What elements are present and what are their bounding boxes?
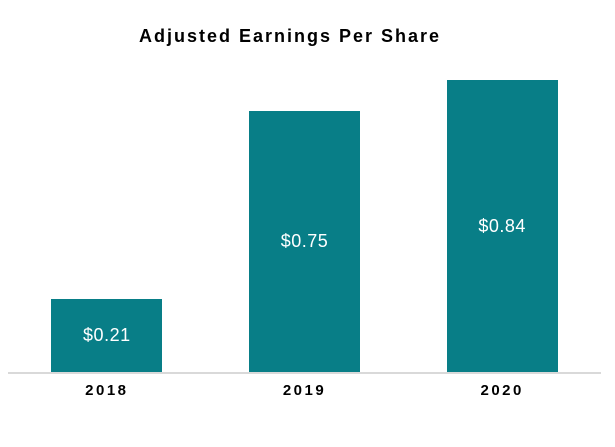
bar-slot-2019: $0.75 — [206, 76, 404, 372]
bar-slot-2018: $0.21 — [8, 76, 206, 372]
bar-2018: $0.21 — [51, 299, 163, 372]
bar-2020: $0.84 — [446, 80, 558, 372]
bar-value-label-2020: $0.84 — [478, 215, 526, 236]
chart-title: Adjusted Earnings Per Share — [138, 26, 442, 46]
x-axis-label-2019: 2019 — [282, 382, 327, 399]
x-axis-label-2018: 2018 — [85, 382, 129, 399]
bar-slot-2020: $0.84 — [403, 76, 601, 372]
bar-2019: $0.75 — [249, 111, 360, 372]
plot-area: $0.21 $0.75 $0.84 — [8, 76, 601, 372]
x-axis-line — [8, 372, 601, 374]
bar-value-label-2018: $0.21 — [83, 325, 131, 345]
x-axis-label-2020: 2020 — [480, 382, 524, 399]
bar-value-label-2019: $0.75 — [280, 231, 329, 251]
x-axis-labels: 2018 2019 2020 — [8, 382, 601, 399]
